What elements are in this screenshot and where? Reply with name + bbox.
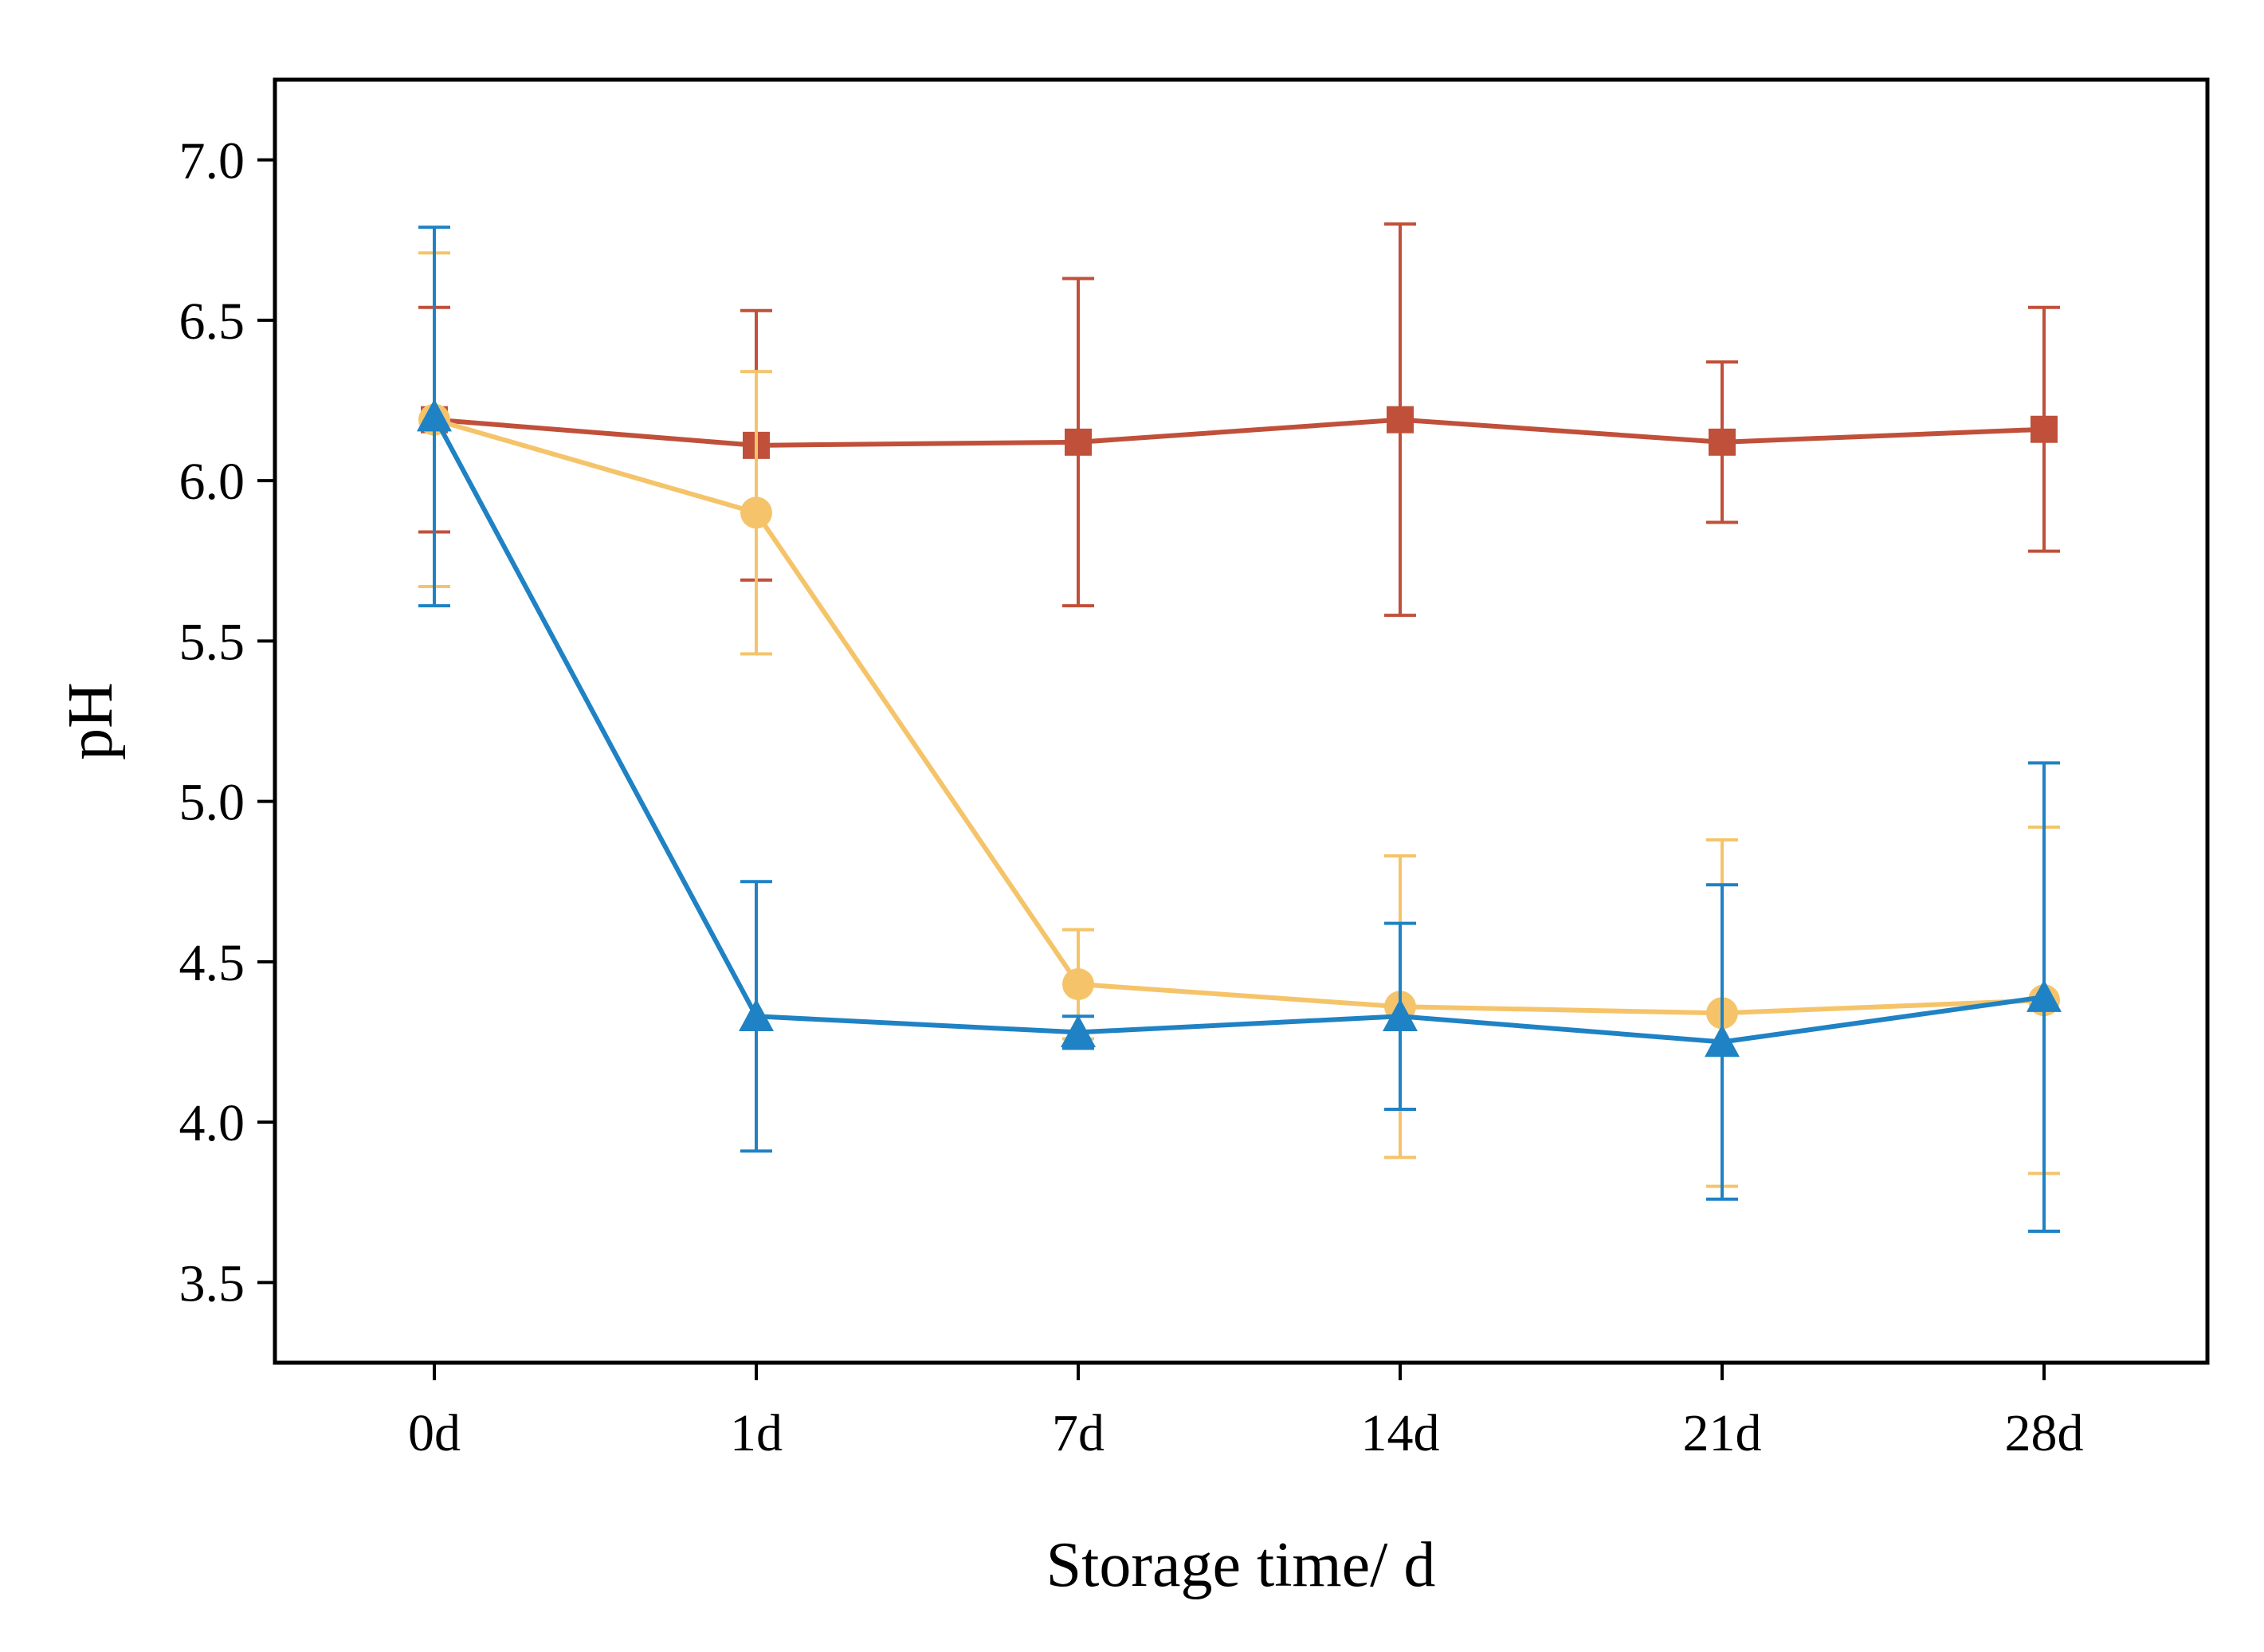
data-point [1062, 968, 1094, 1001]
series-line [432, 415, 2045, 1045]
data-point [1387, 406, 1414, 434]
data-point [739, 999, 774, 1031]
y-tick-label: 6.5 [179, 292, 245, 351]
x-tick-label: 0d [408, 1404, 461, 1462]
series-3 [417, 226, 2062, 1233]
data-point [1705, 1024, 1740, 1058]
y-axis: 3.5 4.0 4.5 5.0 5.5 6.0 6.5 7.0 [179, 132, 275, 1313]
y-tick-label: 4.5 [179, 934, 245, 992]
series-line [434, 417, 2045, 448]
plot-frame [273, 77, 2210, 1365]
y-tick-label: 5.0 [179, 774, 245, 832]
x-axis: 0d 1d 7d 14d 21d 28d [408, 1363, 2084, 1462]
data-point [1065, 428, 1092, 456]
y-tick-label: 5.5 [179, 613, 245, 671]
series-2 [418, 251, 2060, 1188]
x-axis-title: Storage time/ d [1046, 1530, 1436, 1600]
data-point [1383, 999, 1418, 1031]
x-tick-label: 21d [1683, 1404, 1762, 1462]
x-tick-label: 14d [1361, 1404, 1440, 1462]
x-tick-label: 1d [730, 1404, 783, 1462]
data-point [1709, 428, 1736, 456]
data-point [740, 496, 772, 529]
series-line [434, 417, 2045, 1016]
series-1 [418, 222, 2060, 618]
x-tick-label: 28d [2005, 1404, 2084, 1462]
y-tick-label: 6.0 [179, 453, 245, 511]
y-axis-title: pH [56, 682, 126, 760]
data-point [2031, 415, 2058, 443]
series-layer [417, 222, 2062, 1233]
y-tick-label: 7.0 [179, 132, 245, 190]
data-point [1061, 1014, 1096, 1048]
data-point [2027, 979, 2062, 1012]
x-tick-label: 7d [1052, 1404, 1105, 1462]
y-tick-label: 4.0 [179, 1094, 245, 1152]
data-point [417, 398, 452, 432]
y-tick-label: 3.5 [179, 1254, 245, 1313]
